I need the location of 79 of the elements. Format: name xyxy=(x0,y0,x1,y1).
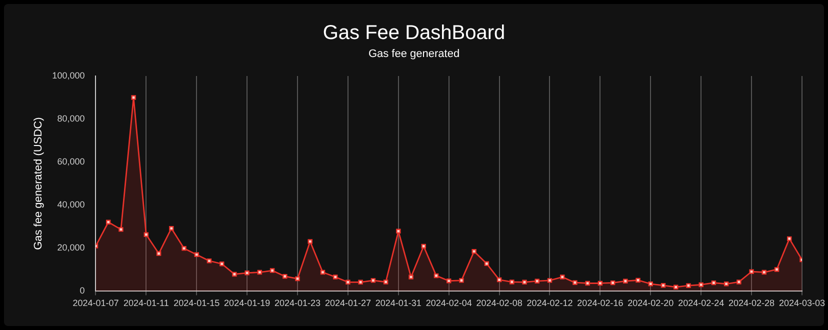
y-tick-label: 80,000 xyxy=(57,114,85,124)
point xyxy=(534,278,540,284)
point xyxy=(598,280,603,286)
y-axis-title: Gas fee generated (USDC) xyxy=(32,117,45,250)
x-tick-label: 2024-01-15 xyxy=(174,298,220,308)
point xyxy=(434,273,439,278)
x-tick-label: 2024-02-28 xyxy=(728,298,775,308)
point xyxy=(787,236,792,242)
point xyxy=(131,95,136,100)
x-tick-label: 2024-01-11 xyxy=(123,298,169,308)
point xyxy=(648,282,654,286)
point xyxy=(144,232,149,237)
point xyxy=(711,280,716,286)
point xyxy=(244,270,250,276)
point xyxy=(446,278,452,284)
point xyxy=(383,280,388,284)
point xyxy=(547,278,552,283)
x-tick-label: 2024-01-07 xyxy=(72,298,119,308)
point xyxy=(219,262,224,266)
point xyxy=(749,269,754,274)
point xyxy=(421,244,426,249)
point xyxy=(320,270,326,275)
point xyxy=(572,280,578,285)
point xyxy=(332,274,338,280)
point xyxy=(182,246,186,251)
point xyxy=(724,282,729,286)
point xyxy=(118,227,124,232)
point xyxy=(270,268,275,273)
point xyxy=(358,280,363,285)
x-tick-label: 2024-02-24 xyxy=(678,298,724,308)
point xyxy=(674,284,678,290)
point xyxy=(169,226,174,231)
x-tick-label: 2024-02-08 xyxy=(476,298,522,308)
x-tick-label: 2024-03-03 xyxy=(778,298,826,308)
point xyxy=(623,278,628,284)
point xyxy=(106,220,111,224)
x-tick-label: 2024-02-04 xyxy=(426,298,472,308)
point xyxy=(522,280,527,285)
point xyxy=(660,283,666,288)
point xyxy=(774,267,780,272)
point xyxy=(459,278,464,283)
y-tick-label: 0 xyxy=(80,286,85,296)
y-tick-label: 40,000 xyxy=(57,200,85,210)
point xyxy=(736,280,742,284)
point xyxy=(396,228,401,234)
point xyxy=(282,274,288,279)
point xyxy=(308,239,312,244)
point xyxy=(472,249,476,254)
point xyxy=(686,283,691,288)
y-tick-label: 100,000 xyxy=(52,70,85,80)
y-tick-label: 60,000 xyxy=(57,156,85,167)
point xyxy=(232,272,237,277)
point xyxy=(636,278,640,283)
point xyxy=(370,278,376,283)
point xyxy=(194,252,199,257)
point xyxy=(698,282,704,288)
x-tick-label: 2024-02-20 xyxy=(628,298,674,308)
point xyxy=(510,280,514,284)
x-tick-label: 2024-01-31 xyxy=(375,298,422,308)
point xyxy=(496,277,502,282)
y-tick-label: 20,000 xyxy=(57,242,85,253)
point xyxy=(610,280,616,286)
point xyxy=(408,274,414,280)
point xyxy=(295,276,300,282)
x-tick-label: 2024-02-12 xyxy=(526,298,573,308)
point xyxy=(484,261,490,266)
point xyxy=(156,251,162,256)
point xyxy=(585,280,590,286)
chart-subtitle: Gas fee generated xyxy=(367,48,461,60)
x-tick-label: 2024-02-16 xyxy=(577,298,624,308)
x-tick-label: 2024-01-23 xyxy=(274,298,321,308)
point xyxy=(206,258,212,264)
point xyxy=(762,270,767,275)
point xyxy=(346,280,350,285)
point xyxy=(257,270,262,275)
x-tick-label: 2024-01-27 xyxy=(324,298,371,308)
point xyxy=(560,274,565,280)
chart-title: Gas Fee DashBoard xyxy=(322,22,506,45)
x-tick-label: 2024-01-19 xyxy=(224,298,270,308)
